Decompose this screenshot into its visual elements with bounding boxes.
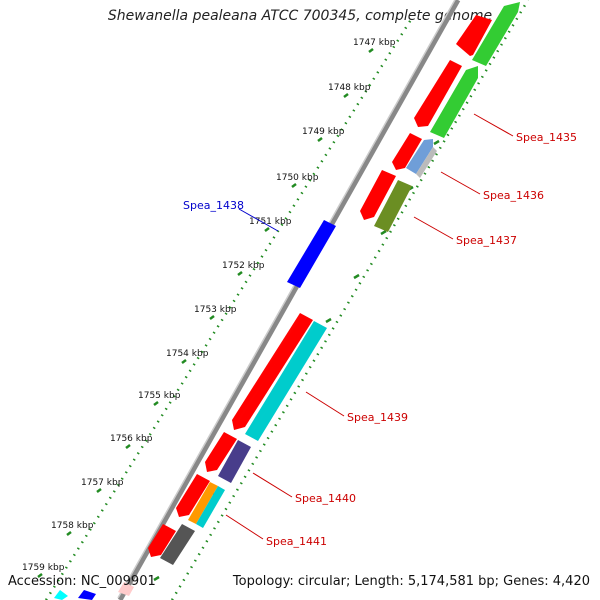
gene-feature-red-6[interactable] bbox=[205, 432, 237, 472]
outer-tick-mark bbox=[433, 139, 440, 146]
gene-feature-steelblue[interactable] bbox=[406, 139, 433, 174]
gene-feature-gray[interactable] bbox=[160, 524, 195, 565]
gene-feature-red-3[interactable] bbox=[392, 133, 422, 170]
kbp-tick-mark bbox=[66, 531, 72, 536]
kbp-tick-label: 1752 kbp bbox=[222, 261, 265, 271]
gene-feature-cyan-edge[interactable] bbox=[54, 590, 68, 600]
kbp-tick-mark bbox=[317, 137, 323, 142]
kbp-tick-mark bbox=[96, 488, 102, 493]
gene-feature-red-9[interactable] bbox=[118, 582, 134, 596]
gene-label-spea-1441[interactable]: Spea_1441 bbox=[266, 535, 327, 548]
outer-tick-mark bbox=[380, 229, 387, 236]
kbp-tick-label: 1751 kbp bbox=[249, 217, 292, 227]
gene-label-spea-1438[interactable]: Spea_1438 bbox=[183, 199, 244, 212]
gene-feature-red-5[interactable] bbox=[232, 313, 313, 430]
kbp-tick-mark bbox=[37, 573, 43, 578]
topology-summary: Topology: circular; Length: 5,174,581 bp… bbox=[232, 574, 590, 589]
kbp-tick-label: 1749 kbp bbox=[302, 127, 345, 137]
gene-feature-red-7[interactable] bbox=[176, 474, 210, 517]
gene-feature-green-1[interactable] bbox=[472, 2, 520, 66]
feature-shading bbox=[232, 313, 320, 437]
kbp-tick-mark bbox=[237, 271, 243, 276]
gene-feature-blue[interactable] bbox=[287, 220, 336, 288]
gene-feature-orange[interactable] bbox=[188, 482, 218, 524]
kbp-tick-mark bbox=[181, 359, 187, 364]
gene-feature-red-1[interactable] bbox=[456, 15, 492, 56]
gene-feature-silver[interactable] bbox=[416, 147, 437, 178]
kbp-tick-label: 1756 kbp bbox=[110, 434, 153, 444]
kbp-tick-label: 1750 kbp bbox=[276, 173, 319, 183]
kbp-tick-label: 1759 kbp bbox=[22, 563, 65, 573]
gene-label-spea-1439[interactable]: Spea_1439 bbox=[347, 411, 408, 424]
kbp-tick-label: 1753 kbp bbox=[194, 305, 237, 315]
genome-title: Shewanella pealeana ATCC 700345, complet… bbox=[107, 8, 493, 24]
reverse-strand-features bbox=[118, 15, 492, 596]
gene-feature-green-2[interactable] bbox=[430, 66, 478, 138]
kbp-tick-mark bbox=[368, 48, 374, 53]
gene-feature-red-4[interactable] bbox=[360, 170, 396, 220]
outer-tick-mark bbox=[325, 317, 332, 324]
backbone-line bbox=[117, 0, 461, 600]
gene-feature-red-2[interactable] bbox=[414, 60, 462, 127]
gene-label-spea-1440[interactable]: Spea_1440 bbox=[295, 492, 356, 505]
outer-tick-mark bbox=[353, 273, 360, 280]
backbone-highlight bbox=[117, 0, 456, 599]
kbp-tick-mark bbox=[264, 227, 270, 232]
kbp-tick-label: 1748 kbp bbox=[328, 83, 371, 93]
kbp-tick-mark bbox=[291, 183, 297, 188]
gene-feature-olive[interactable] bbox=[374, 180, 412, 232]
kbp-tick-label: 1755 kbp bbox=[138, 391, 181, 401]
kbp-tick-mark bbox=[125, 444, 131, 449]
outer-tick-mark bbox=[153, 575, 160, 582]
gene-feature-red-8[interactable] bbox=[148, 524, 176, 557]
kbp-tick-label: 1758 kbp bbox=[51, 521, 94, 531]
gene-feature-cyan-2[interactable] bbox=[196, 486, 225, 528]
kbp-tick-mark bbox=[343, 93, 349, 98]
gene-label-spea-1435[interactable]: Spea_1435 bbox=[516, 131, 577, 144]
gene-label-spea-1436[interactable]: Spea_1436 bbox=[483, 189, 544, 202]
gene-feature-purple[interactable] bbox=[218, 440, 251, 483]
kbp-tick-mark bbox=[209, 315, 215, 320]
kbp-tick-mark bbox=[153, 401, 159, 406]
kbp-tick-label: 1754 kbp bbox=[166, 349, 209, 359]
gene-label-spea-1437[interactable]: Spea_1437 bbox=[456, 234, 517, 247]
leader-lines bbox=[225, 113, 514, 540]
kbp-tick-label: 1757 kbp bbox=[81, 478, 124, 488]
gene-labels: Spea_1435 Spea_1436 Spea_1437 Spea_1438 … bbox=[183, 131, 577, 548]
accession-label: Accession: NC_009901 bbox=[8, 574, 156, 589]
kbp-tick-label: 1747 kbp bbox=[353, 38, 396, 48]
gene-feature-blue-edge[interactable] bbox=[78, 590, 96, 600]
